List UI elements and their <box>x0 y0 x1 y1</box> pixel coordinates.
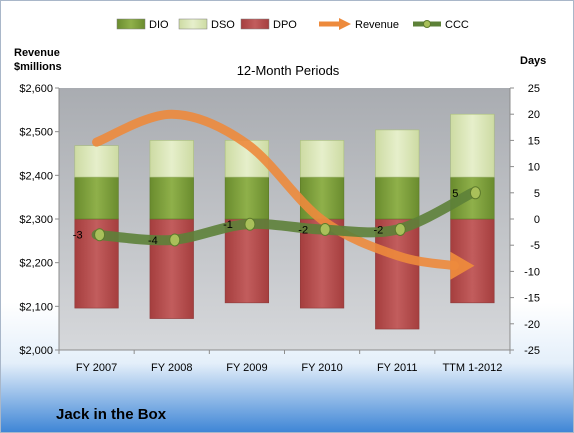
legend-swatch-dpo <box>240 18 270 30</box>
revenue-line <box>92 109 459 271</box>
legend-dot-ccc <box>423 20 431 28</box>
left-axis-label-line1: Revenue <box>14 47 60 59</box>
left-tick-label: $2,400 <box>19 170 53 182</box>
bar-dio <box>224 176 270 220</box>
right-tick-label: 0 <box>534 214 540 226</box>
right-tick-label: 20 <box>528 109 540 121</box>
ccc-data-label: -3 <box>73 230 83 242</box>
ccc-line <box>91 187 478 246</box>
legend-label-ccc: CCC <box>445 19 469 31</box>
ccc-point <box>319 222 331 236</box>
left-tick-label: $2,000 <box>19 345 53 357</box>
left-tick-label: $2,100 <box>19 301 53 313</box>
footer-title: Jack in the Box <box>56 406 167 423</box>
right-tick-label: 15 <box>528 135 540 147</box>
bar-dio <box>149 176 194 220</box>
x-tick-label: FY 2011 <box>377 362 418 374</box>
right-tick-label: 25 <box>528 83 540 95</box>
bar-dio <box>74 176 119 220</box>
ccc-point <box>469 186 481 200</box>
left-tick-label: $2,500 <box>19 127 53 139</box>
ccc-point <box>244 217 256 231</box>
right-tick-label: -15 <box>524 293 540 305</box>
chart-title: 12-Month Periods <box>237 63 340 78</box>
x-tick-label: FY 2008 <box>151 362 192 374</box>
ccc-data-label: -2 <box>373 224 383 236</box>
left-tick-label: $2,300 <box>19 214 53 226</box>
bar-dso <box>450 113 495 178</box>
right-tick-label: 5 <box>534 188 540 200</box>
ccc-point <box>94 228 106 242</box>
legend-label-dpo: DPO <box>273 19 297 31</box>
right-axis-label: Days <box>520 55 546 67</box>
bar-dso <box>74 145 119 178</box>
x-tick-label: TTM 1-2012 <box>442 362 502 374</box>
x-tick-label: FY 2009 <box>226 362 267 374</box>
ccc-data-label: -4 <box>148 235 158 247</box>
ccc-data-label: -2 <box>298 224 308 236</box>
ccc-data-label: 5 <box>452 188 458 200</box>
ccc-point <box>169 233 181 247</box>
bar-dso <box>375 129 420 178</box>
x-tick-label: FY 2010 <box>301 362 342 374</box>
bar-dso <box>299 140 345 178</box>
legend-swatch-dso <box>178 18 208 30</box>
legend-label-dso: DSO <box>211 19 235 31</box>
legend-label-revenue: Revenue <box>355 19 399 31</box>
left-tick-label: $2,600 <box>19 83 53 95</box>
bar-dso <box>149 140 194 178</box>
bar-dio <box>299 176 345 220</box>
legend-swatch-dio <box>116 18 146 30</box>
left-axis-label-line2: $millions <box>14 61 62 73</box>
right-tick-label: -25 <box>524 345 540 357</box>
ccc-data-label: -1 <box>223 219 233 231</box>
right-tick-label: -10 <box>524 266 540 278</box>
legend-arrowhead-revenue <box>339 18 351 30</box>
right-tick-label: 10 <box>528 162 540 174</box>
x-tick-label: FY 2007 <box>76 362 117 374</box>
revenue-arrowhead <box>450 251 475 280</box>
right-tick-label: -20 <box>524 319 540 331</box>
right-tick-label: -5 <box>530 240 540 252</box>
left-tick-label: $2,200 <box>19 258 53 270</box>
bar-dio <box>375 176 420 220</box>
legend-label-dio: DIO <box>149 19 169 31</box>
ccc-point <box>394 222 406 236</box>
